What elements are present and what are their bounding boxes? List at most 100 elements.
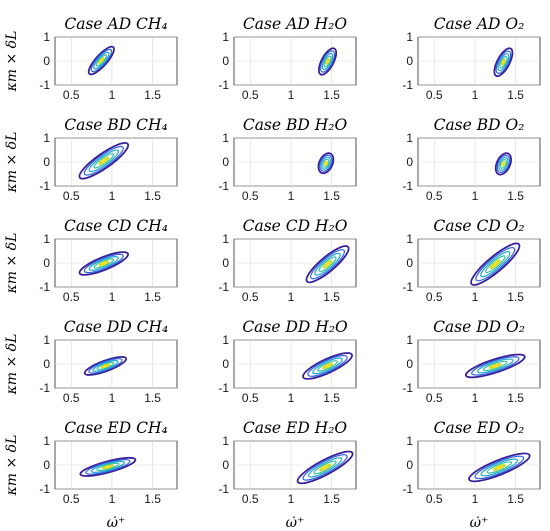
panel-title: Case BD H₂O bbox=[243, 116, 348, 134]
y-tick-label: -1 bbox=[402, 280, 413, 294]
y-tick-label: 0 bbox=[43, 357, 50, 371]
x-tick-label: 0.5 bbox=[426, 391, 443, 405]
contour-level-2 bbox=[310, 249, 346, 280]
y-tick-label: 0 bbox=[222, 256, 229, 270]
contour-level-4 bbox=[484, 255, 506, 274]
contour-level-3 bbox=[320, 156, 331, 170]
x-tick-label: 1 bbox=[109, 290, 116, 304]
y-tick-label: -1 bbox=[402, 179, 413, 193]
x-tick-label: 1 bbox=[109, 492, 116, 506]
x-tick-label: 0.5 bbox=[242, 492, 259, 506]
y-axis-label: κm × δL bbox=[4, 132, 20, 194]
contour-peak bbox=[102, 364, 108, 368]
y-tick-label: 0 bbox=[222, 357, 229, 371]
x-tick-label: 1.5 bbox=[323, 189, 340, 203]
contour-level-3 bbox=[476, 358, 514, 374]
y-tick-label: 1 bbox=[43, 434, 50, 448]
contour-peak bbox=[501, 60, 506, 65]
y-tick-label: 1 bbox=[222, 434, 229, 448]
x-tick-label: 1.5 bbox=[507, 492, 524, 506]
contour-level-2 bbox=[302, 454, 348, 481]
contour-level-1 bbox=[87, 45, 115, 76]
contour-level-4 bbox=[323, 55, 332, 68]
contour-level-2 bbox=[320, 50, 336, 73]
x-tick-label: 1 bbox=[109, 88, 116, 102]
y-tick-label: -1 bbox=[39, 179, 50, 193]
x-tick-label: 1 bbox=[288, 290, 295, 304]
x-tick-label: 0.5 bbox=[63, 189, 80, 203]
contour-peak bbox=[104, 465, 112, 469]
contour-level-2 bbox=[90, 48, 113, 73]
x-tick-label: 0.5 bbox=[242, 88, 259, 102]
y-tick-label: 1 bbox=[406, 232, 413, 246]
contour-peak bbox=[100, 158, 107, 164]
panel-2-2: Case BD H₂O -1 0 1 0.5 1 1.5 bbox=[218, 116, 357, 203]
contour-level-1 bbox=[78, 142, 130, 180]
contour-level-2 bbox=[475, 247, 516, 282]
x-tick-label: 1.5 bbox=[144, 492, 161, 506]
contour-level-4 bbox=[499, 159, 508, 169]
contour-level-1 bbox=[305, 245, 350, 284]
panel-title: Case DD H₂O bbox=[242, 318, 348, 336]
panel-3-3: Case CD O₂ -1 0 1 0.5 1 1.5 bbox=[402, 217, 541, 304]
x-tick-label: 0.5 bbox=[426, 88, 443, 102]
contour-level-2 bbox=[83, 253, 124, 274]
panel-title: Case BD CH₄ bbox=[64, 116, 168, 134]
contour-peak bbox=[491, 364, 499, 368]
y-axis-label: κm × δL bbox=[4, 334, 20, 396]
contour-level-2 bbox=[496, 154, 511, 174]
contour-level-2 bbox=[83, 145, 124, 176]
y-tick-label: -1 bbox=[218, 280, 229, 294]
panel-5-1: Case ED CH₄ -1 0 1 0.5 1 1.5 κm × δL ω̇⁺ bbox=[4, 419, 178, 531]
y-tick-label: 0 bbox=[43, 458, 50, 472]
contour-level-1 bbox=[78, 251, 129, 276]
contour-level-3 bbox=[88, 149, 120, 173]
x-tick-label: 0.5 bbox=[63, 88, 80, 102]
panel-3-2: Case CD H₂O -1 0 1 0.5 1 1.5 bbox=[218, 217, 357, 304]
panel-title: Case DD CH₄ bbox=[64, 318, 169, 336]
contour-level-1 bbox=[493, 47, 514, 78]
contour-level-3 bbox=[88, 256, 119, 271]
panel-1-1: Case AD CH₄ -1 0 1 0.5 1 1.5 κm × δL bbox=[4, 15, 178, 102]
y-tick-label: -1 bbox=[402, 78, 413, 92]
contour-peak bbox=[324, 363, 331, 368]
contour-level-3 bbox=[480, 458, 519, 477]
y-tick-label: 1 bbox=[222, 333, 229, 347]
contour-level-4 bbox=[93, 258, 115, 269]
contour-level-4 bbox=[96, 361, 115, 371]
contour-level-3 bbox=[480, 251, 511, 278]
x-tick-label: 1 bbox=[288, 189, 295, 203]
panel-title: Case BD O₂ bbox=[434, 116, 525, 134]
contour-peak bbox=[492, 261, 499, 267]
x-tick-label: 1 bbox=[472, 88, 479, 102]
panel-5-2: Case ED H₂O -1 0 1 0.5 1 1.5 ω̇⁺ bbox=[218, 419, 357, 531]
x-tick-label: 1 bbox=[109, 391, 116, 405]
panel-title: Case AD O₂ bbox=[434, 15, 525, 33]
y-tick-label: 1 bbox=[222, 131, 229, 145]
contour-peak bbox=[324, 161, 328, 166]
x-tick-label: 0.5 bbox=[426, 492, 443, 506]
contour-level-1 bbox=[468, 452, 531, 483]
contour-level-2 bbox=[471, 356, 520, 376]
panel-title: Case AD CH₄ bbox=[64, 15, 167, 33]
panel-title: Case CD H₂O bbox=[243, 217, 348, 235]
y-tick-label: 1 bbox=[406, 434, 413, 448]
contour-level-2 bbox=[495, 50, 512, 74]
contour-level-3 bbox=[497, 53, 510, 72]
y-axis-label: κm × δL bbox=[4, 31, 20, 93]
x-tick-label: 1.5 bbox=[507, 290, 524, 304]
contour-level-3 bbox=[498, 156, 509, 171]
x-tick-label: 1 bbox=[288, 88, 295, 102]
x-tick-label: 1 bbox=[109, 189, 116, 203]
y-tick-label: 0 bbox=[406, 155, 413, 169]
contour-peak bbox=[324, 261, 331, 267]
y-tick-label: 1 bbox=[222, 30, 229, 44]
panel-title: Case ED O₂ bbox=[434, 419, 525, 437]
x-tick-label: 1.5 bbox=[323, 492, 340, 506]
contour-peak bbox=[99, 58, 104, 63]
y-tick-label: -1 bbox=[218, 179, 229, 193]
panel-title: Case CD CH₄ bbox=[64, 217, 168, 235]
y-tick-label: 1 bbox=[406, 131, 413, 145]
y-tick-label: -1 bbox=[218, 78, 229, 92]
contour-peak bbox=[100, 261, 107, 266]
